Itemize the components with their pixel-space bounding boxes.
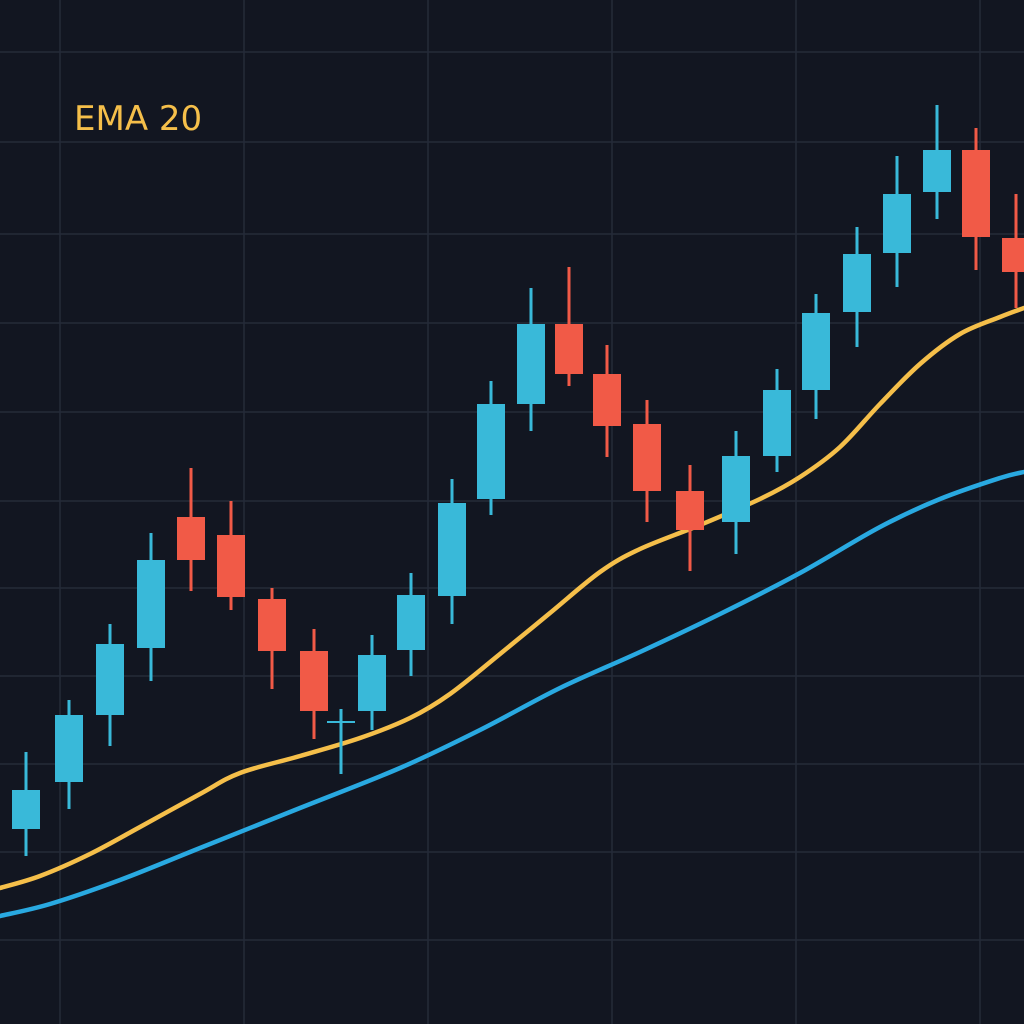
candle-body (137, 560, 165, 648)
candle-body (177, 517, 205, 560)
ema-slow-series (0, 469, 1024, 919)
candle-body (802, 313, 830, 390)
ema-fast-line (0, 305, 1024, 891)
candle-body (96, 644, 124, 715)
candle-down (676, 465, 704, 571)
candle-down (962, 128, 990, 270)
candle-body (763, 390, 791, 456)
candle-body (12, 790, 40, 829)
candle-down (555, 267, 583, 386)
candle-down (300, 629, 328, 739)
candle-down (258, 588, 286, 689)
candle-up (397, 573, 425, 676)
candle-up (137, 533, 165, 681)
candle-body (722, 456, 750, 522)
candle-up (327, 709, 355, 774)
ema-fast-series (0, 305, 1024, 891)
candle-up (438, 479, 466, 624)
ema-slow-line (0, 469, 1024, 919)
candle-up (923, 105, 951, 219)
candle-body (883, 194, 911, 253)
candle-body (633, 424, 661, 491)
candles (12, 105, 1024, 856)
candle-up (96, 624, 124, 746)
candle-up (358, 635, 386, 730)
candle-body (55, 715, 83, 782)
candle-body (676, 491, 704, 530)
candle-body (358, 655, 386, 711)
candle-down (177, 468, 205, 591)
candle-body (962, 150, 990, 237)
candle-body (923, 150, 951, 192)
candle-down (1002, 194, 1024, 308)
candle-body (593, 374, 621, 426)
candle-body (300, 651, 328, 711)
candle-body (477, 404, 505, 499)
candle-body (327, 721, 355, 723)
candle-up (883, 156, 911, 287)
candle-down (593, 345, 621, 457)
candle-up (802, 294, 830, 419)
candle-body (843, 254, 871, 312)
candle-up (55, 700, 83, 809)
candle-body (517, 324, 545, 404)
candle-body (438, 503, 466, 596)
candle-up (517, 288, 545, 431)
ema-label: EMA 20 (74, 99, 202, 139)
candle-body (217, 535, 245, 597)
candle-up (12, 752, 40, 856)
candle-body (1002, 238, 1024, 272)
candle-up (763, 369, 791, 472)
candle-down (217, 501, 245, 610)
candle-up (722, 431, 750, 554)
candle-body (258, 599, 286, 651)
candle-down (633, 400, 661, 522)
candle-up (843, 227, 871, 347)
candle-body (397, 595, 425, 650)
candle-body (555, 324, 583, 374)
candle-up (477, 381, 505, 515)
